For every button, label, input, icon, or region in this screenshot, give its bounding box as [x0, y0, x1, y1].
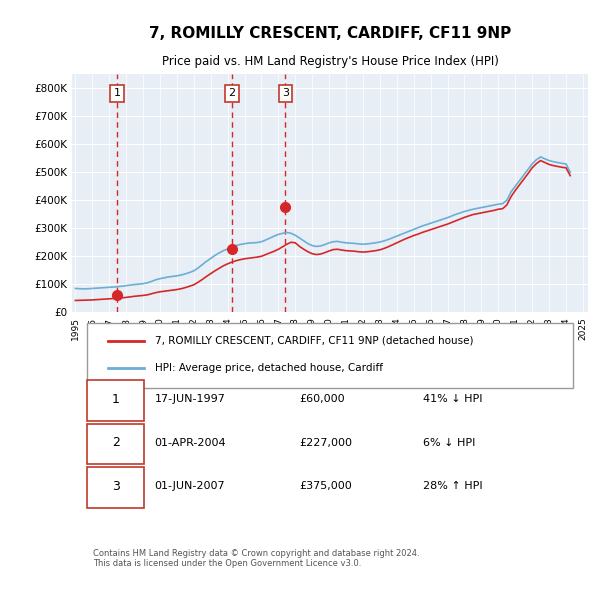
Text: Price paid vs. HM Land Registry's House Price Index (HPI): Price paid vs. HM Land Registry's House … [161, 54, 499, 67]
Text: 1: 1 [113, 88, 121, 99]
Text: Contains HM Land Registry data © Crown copyright and database right 2024.
This d: Contains HM Land Registry data © Crown c… [92, 549, 419, 568]
Text: £227,000: £227,000 [299, 438, 352, 448]
FancyBboxPatch shape [88, 323, 572, 388]
Text: 3: 3 [282, 88, 289, 99]
Text: 7, ROMILLY CRESCENT, CARDIFF, CF11 9NP: 7, ROMILLY CRESCENT, CARDIFF, CF11 9NP [149, 26, 511, 41]
Text: 01-APR-2004: 01-APR-2004 [155, 438, 226, 448]
Text: 7, ROMILLY CRESCENT, CARDIFF, CF11 9NP (detached house): 7, ROMILLY CRESCENT, CARDIFF, CF11 9NP (… [155, 336, 473, 346]
FancyBboxPatch shape [88, 380, 144, 421]
Text: 6% ↓ HPI: 6% ↓ HPI [423, 438, 475, 448]
Text: £375,000: £375,000 [299, 481, 352, 491]
Text: 3: 3 [112, 480, 120, 493]
Text: 28% ↑ HPI: 28% ↑ HPI [423, 481, 482, 491]
FancyBboxPatch shape [88, 467, 144, 508]
Text: 41% ↓ HPI: 41% ↓ HPI [423, 394, 482, 404]
Text: 17-JUN-1997: 17-JUN-1997 [155, 394, 226, 404]
FancyBboxPatch shape [88, 424, 144, 464]
Text: HPI: Average price, detached house, Cardiff: HPI: Average price, detached house, Card… [155, 363, 383, 373]
Text: 1: 1 [112, 393, 120, 406]
Text: 2: 2 [229, 88, 235, 99]
Text: £60,000: £60,000 [299, 394, 344, 404]
Text: 2: 2 [112, 436, 120, 449]
Text: 01-JUN-2007: 01-JUN-2007 [155, 481, 225, 491]
